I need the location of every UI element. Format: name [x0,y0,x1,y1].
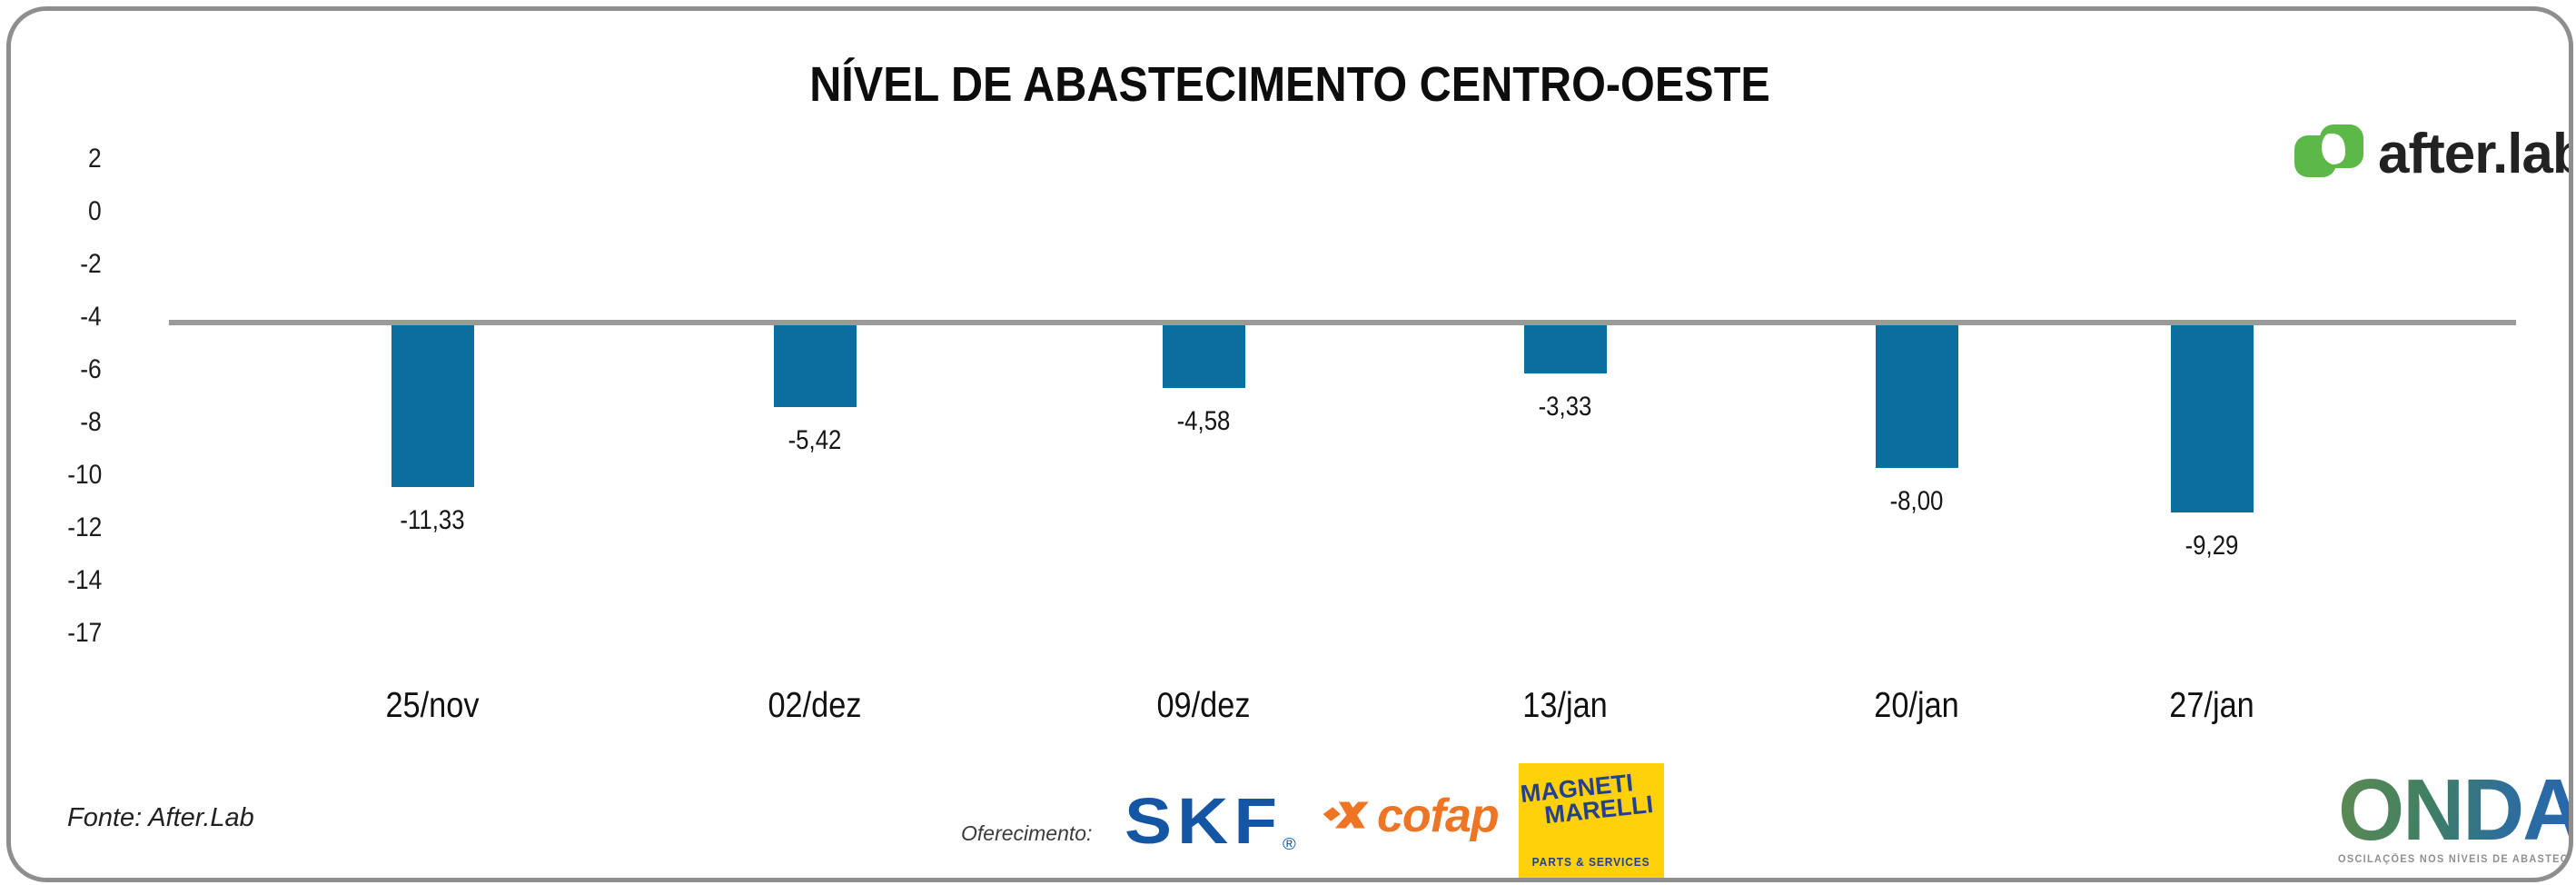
baseline-axis-line [169,319,2516,325]
onda-logo: ONDA OSCILAÇÕES NOS NÍVEIS DE ABASTECIME… [2338,766,2573,866]
y-axis-tick-label: -14 [66,565,102,595]
y-axis-tick-label: -12 [66,512,102,542]
chart-title: NÍVEL DE ABASTECIMENTO CENTRO-OESTE [809,57,1770,112]
parts-services-label: PARTS & SERVICES [1532,855,1650,869]
cofap-x-icon [1321,792,1373,840]
x-axis-category-label: 13/jan [1522,686,1608,725]
bar-value-label: -8,00 [1889,486,1944,517]
y-axis-tick-label: -2 [80,249,102,279]
afterlab-logo: after.lab [2293,122,2573,186]
bar-value-label: -3,33 [1538,391,1592,422]
y-axis-tick-label: 0 [88,196,102,226]
bar-value-label: -9,29 [2185,531,2239,562]
skf-logo-text: SKF [1125,783,1283,858]
onda-tagline: OSCILAÇÕES NOS NÍVEIS DE ABASTECIMENTO E… [2338,854,2573,866]
bar-25/nov [391,324,474,487]
bar-value-label: -5,42 [788,425,842,456]
source-note: Fonte: After.Lab [67,803,254,832]
skf-logo: SKF® [1125,788,1296,853]
x-axis-category-label: 20/jan [1874,686,1959,725]
cofap-logo-text: cofap [1377,790,1500,842]
y-axis-tick-label: -8 [80,407,102,437]
afterlab-logo-text: after.lab [2378,123,2573,185]
y-axis-tick-label: -4 [80,302,102,332]
magneti-marelli-logo: MAGNETI MARELLI PARTS & SERVICES [1519,763,1664,878]
y-axis-tick-label: -10 [66,460,102,490]
bar-value-label: -4,58 [1176,406,1231,437]
x-axis-category-label: 25/nov [385,686,480,725]
x-axis-category-label: 27/jan [2169,686,2254,725]
skf-registered-mark: ® [1283,835,1296,854]
chart-card: NÍVEL DE ABASTECIMENTO CENTRO-OESTE afte… [6,6,2573,882]
x-axis-category-label: 02/dez [768,686,862,725]
y-axis-tick-label: -6 [80,354,102,384]
cofap-logo: cofap [1321,789,1500,843]
bar-13/jan [1523,324,1607,373]
afterlab-leaf-icon [2293,123,2369,185]
bar-value-label: -11,33 [400,504,465,535]
onda-logo-text: ONDA [2338,766,2569,853]
sponsor-label: Oferecimento: [961,821,1093,845]
bar-27/jan [2170,324,2254,512]
bar-02/dez [773,324,857,407]
magneti-marelli-wordmark: MAGNETI MARELLI [1519,769,1654,829]
bar-09/dez [1162,324,1245,389]
y-axis-tick-label: -17 [66,618,102,648]
x-axis-category-label: 09/dez [1156,686,1251,725]
bar-20/jan [1875,324,1958,469]
y-axis-tick-label: 2 [88,144,102,174]
